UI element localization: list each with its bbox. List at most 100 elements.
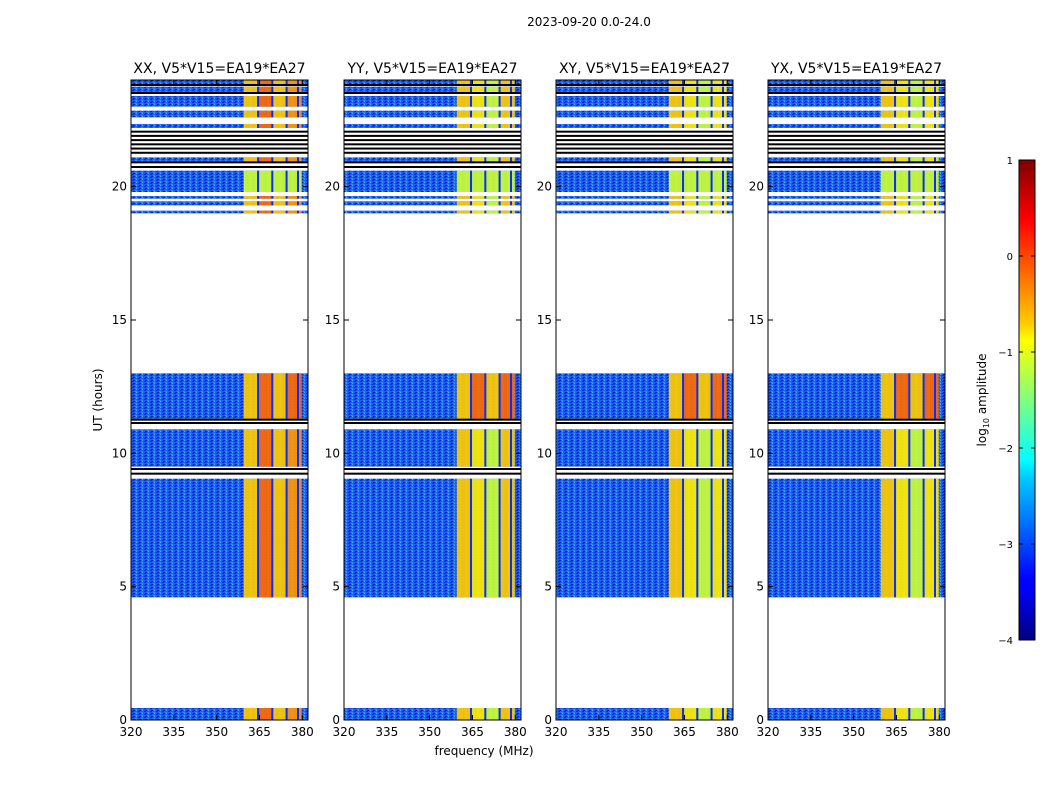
rfi-band-segment bbox=[697, 96, 713, 107]
rfi-band-segment bbox=[258, 196, 273, 199]
rfi-band-segment bbox=[243, 201, 259, 206]
rfi-gap-channel bbox=[271, 210, 274, 214]
rfi-band-segment bbox=[500, 210, 515, 214]
data-block bbox=[344, 86, 521, 92]
data-block bbox=[556, 96, 733, 107]
rfi-band-segment bbox=[471, 96, 486, 107]
rfi-band-segment bbox=[880, 429, 896, 467]
flagged-row bbox=[344, 139, 521, 142]
rfi-gap-channel bbox=[271, 80, 274, 84]
rfi-band-segment bbox=[712, 196, 727, 199]
rfi-band-segment bbox=[287, 110, 302, 118]
data-block bbox=[131, 157, 308, 162]
data-block bbox=[344, 124, 521, 128]
rfi-gap-channel bbox=[498, 80, 501, 84]
rfi-band-segment bbox=[668, 478, 684, 598]
flagged-row bbox=[131, 418, 308, 421]
rfi-gap-channel bbox=[498, 196, 501, 199]
rfi-gap-channel bbox=[498, 373, 501, 419]
rfi-band-segment bbox=[485, 96, 501, 107]
rfi-gap-channel bbox=[257, 170, 260, 192]
rfi-band-segment bbox=[287, 124, 302, 128]
rfi-band-segment bbox=[272, 86, 288, 92]
flagged-row bbox=[131, 147, 308, 150]
rfi-gap-channel bbox=[271, 478, 274, 598]
rfi-band-segment bbox=[272, 429, 288, 467]
rfi-band-segment bbox=[712, 478, 727, 598]
rfi-band-segment bbox=[697, 124, 713, 128]
rfi-gap-channel bbox=[894, 478, 897, 598]
data-block bbox=[131, 201, 308, 206]
rfi-gap-channel bbox=[484, 373, 487, 419]
rfi-band-segment bbox=[683, 157, 698, 162]
rfi-gap-channel bbox=[470, 196, 473, 199]
rfi-band-segment bbox=[880, 708, 896, 720]
rfi-band-segment bbox=[683, 96, 698, 107]
rfi-gap-channel bbox=[696, 86, 699, 92]
rfi-band-segment bbox=[471, 373, 486, 419]
data-block bbox=[556, 196, 733, 199]
rfi-gap-channel bbox=[257, 157, 260, 162]
flagged-row bbox=[768, 92, 945, 94]
rfi-band-segment bbox=[272, 80, 288, 84]
rfi-gap-channel bbox=[484, 80, 487, 84]
rfi-gap-channel bbox=[934, 86, 937, 92]
colorbar-tick-label: 0 bbox=[1007, 252, 1013, 263]
rfi-gap-channel bbox=[696, 373, 699, 419]
rfi-gap-channel bbox=[908, 478, 911, 598]
rfi-band-segment bbox=[683, 478, 698, 598]
rfi-band-segment bbox=[895, 86, 910, 92]
rfi-gap-channel bbox=[710, 478, 713, 598]
rfi-gap-channel bbox=[696, 157, 699, 162]
y-tick-label: 20 bbox=[112, 180, 127, 194]
rfi-band-segment bbox=[287, 373, 302, 419]
rfi-gap-channel bbox=[470, 478, 473, 598]
panel-frame bbox=[767, 79, 946, 721]
rfi-band-segment bbox=[712, 124, 727, 128]
rfi-band-segment bbox=[712, 86, 727, 92]
rfi-gap-channel bbox=[908, 210, 911, 214]
rfi-band-segment bbox=[697, 708, 713, 720]
y-tick-label: 0 bbox=[332, 713, 340, 727]
flagged-row bbox=[131, 161, 308, 164]
rfi-gap-channel bbox=[934, 210, 937, 214]
rfi-gap-channel bbox=[922, 86, 925, 92]
rfi-band-segment bbox=[500, 429, 515, 467]
rfi-band-segment bbox=[272, 110, 288, 118]
rfi-band-segment bbox=[924, 708, 939, 720]
x-tick-label: 335 bbox=[799, 725, 822, 739]
panel-title: YY, V5*V15=EA19*EA27 bbox=[346, 61, 517, 77]
rfi-band-segment bbox=[924, 196, 939, 199]
rfi-gap-channel bbox=[470, 210, 473, 214]
rfi-band-segment bbox=[243, 196, 259, 199]
rfi-band-segment bbox=[272, 210, 288, 214]
rfi-band-segment bbox=[500, 80, 515, 84]
rfi-gap-channel bbox=[682, 157, 685, 162]
flagged-row bbox=[768, 151, 945, 154]
rfi-band-segment bbox=[287, 478, 302, 598]
rfi-gap-channel bbox=[257, 80, 260, 84]
rfi-band-segment bbox=[880, 373, 896, 419]
flagged-row bbox=[131, 134, 308, 137]
rfi-gap-channel bbox=[922, 201, 925, 206]
x-tick-label: 380 bbox=[928, 725, 951, 739]
rfi-gap-channel bbox=[922, 196, 925, 199]
rfi-band-segment bbox=[909, 201, 925, 206]
flagged-row bbox=[768, 130, 945, 133]
rfi-band-segment bbox=[697, 86, 713, 92]
rfi-gap-channel bbox=[922, 96, 925, 107]
rfi-gap-channel bbox=[934, 157, 937, 162]
rfi-band-segment bbox=[272, 124, 288, 128]
x-tick-label: 320 bbox=[120, 725, 143, 739]
rfi-gap-channel bbox=[297, 86, 300, 92]
rfi-band-segment bbox=[697, 110, 713, 118]
rfi-gap-channel bbox=[498, 96, 501, 107]
rfi-band-segment bbox=[712, 373, 727, 419]
rfi-band-segment bbox=[668, 210, 684, 214]
rfi-band-segment bbox=[697, 429, 713, 467]
rfi-gap-channel bbox=[682, 110, 685, 118]
rfi-band-segment bbox=[712, 210, 727, 214]
rfi-gap-channel bbox=[894, 96, 897, 107]
rfi-band-segment bbox=[471, 201, 486, 206]
rfi-band-segment bbox=[895, 201, 910, 206]
